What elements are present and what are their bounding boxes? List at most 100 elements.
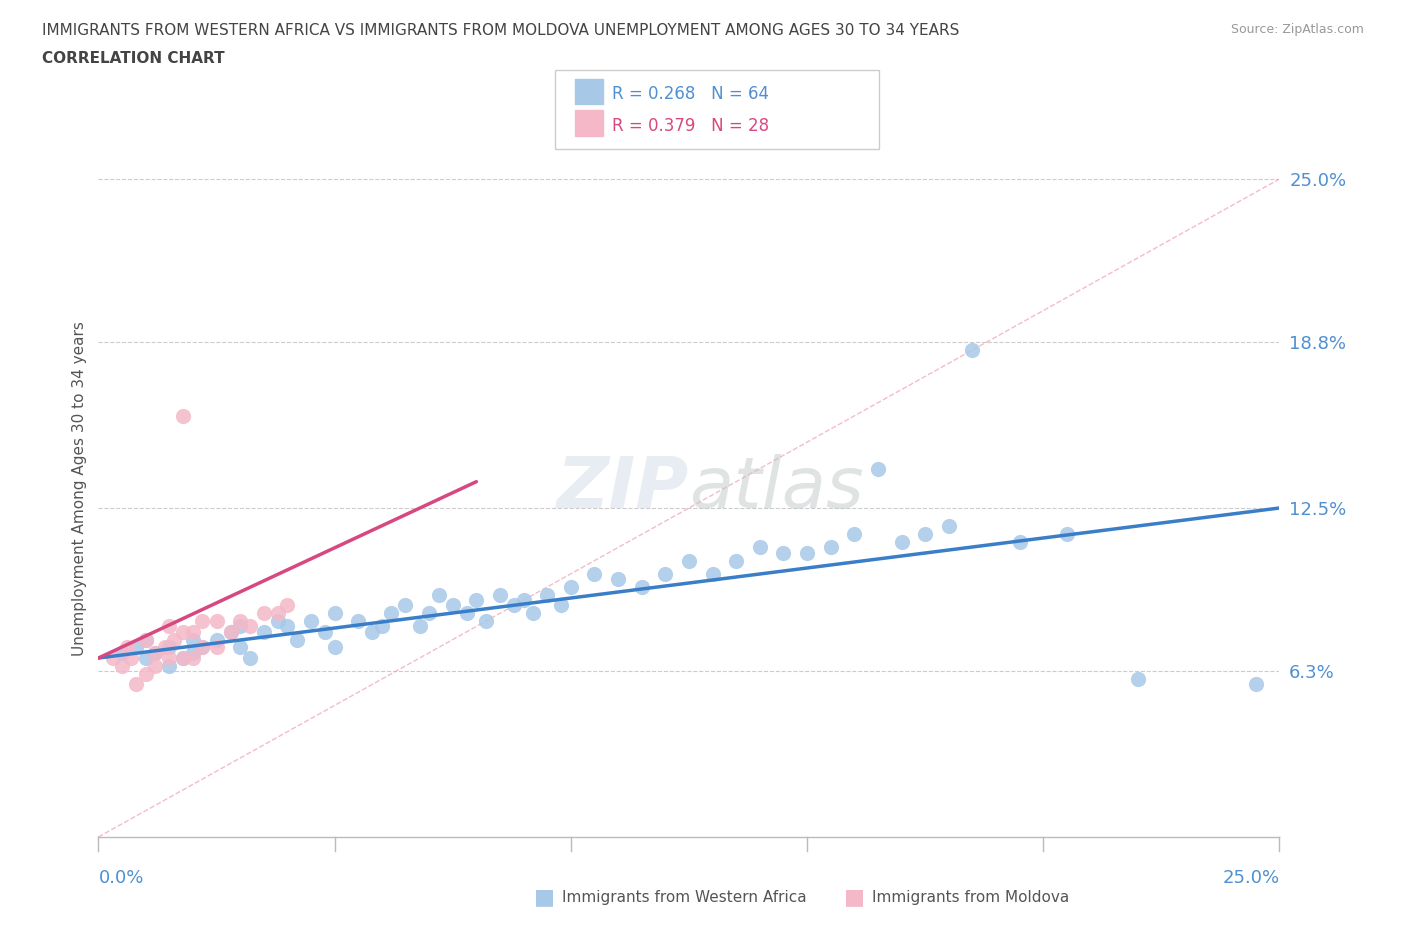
Point bbox=[181, 624, 204, 639]
Point bbox=[135, 651, 157, 666]
Text: Immigrants from Moldova: Immigrants from Moldova bbox=[872, 890, 1069, 905]
Text: R = 0.379   N = 28: R = 0.379 N = 28 bbox=[612, 116, 769, 135]
Point bbox=[844, 527, 866, 542]
Point bbox=[276, 598, 298, 613]
Text: 25.0%: 25.0% bbox=[1222, 869, 1279, 886]
Point bbox=[465, 592, 488, 607]
Point bbox=[536, 588, 558, 603]
Point bbox=[323, 605, 346, 620]
Point bbox=[239, 619, 262, 634]
Point bbox=[191, 640, 214, 655]
Point bbox=[143, 645, 166, 660]
Point bbox=[380, 605, 402, 620]
Point bbox=[285, 632, 308, 647]
Point bbox=[163, 632, 186, 647]
Point bbox=[441, 598, 464, 613]
Point bbox=[408, 619, 430, 634]
Point bbox=[181, 645, 204, 660]
Point bbox=[157, 651, 180, 666]
Point bbox=[172, 408, 194, 423]
Text: CORRELATION CHART: CORRELATION CHART bbox=[42, 51, 225, 66]
Point bbox=[172, 651, 194, 666]
Point bbox=[205, 614, 228, 629]
Point bbox=[914, 527, 936, 542]
Point bbox=[772, 545, 794, 560]
Point bbox=[361, 624, 384, 639]
Point bbox=[229, 640, 252, 655]
Point bbox=[157, 658, 180, 673]
Text: R = 0.268   N = 64: R = 0.268 N = 64 bbox=[612, 85, 769, 103]
Point bbox=[205, 640, 228, 655]
Point bbox=[1126, 671, 1149, 686]
Point bbox=[427, 588, 450, 603]
Point bbox=[347, 614, 370, 629]
Point bbox=[820, 540, 842, 555]
Point bbox=[456, 605, 478, 620]
Point bbox=[219, 624, 242, 639]
Point bbox=[111, 658, 134, 673]
Y-axis label: Unemployment Among Ages 30 to 34 years: Unemployment Among Ages 30 to 34 years bbox=[72, 321, 87, 656]
Point bbox=[191, 640, 214, 655]
Point bbox=[560, 579, 582, 594]
Point bbox=[229, 619, 252, 634]
Point bbox=[583, 566, 606, 581]
Text: Immigrants from Western Africa: Immigrants from Western Africa bbox=[562, 890, 807, 905]
Point bbox=[489, 588, 512, 603]
Point bbox=[748, 540, 770, 555]
Point bbox=[512, 592, 534, 607]
Point bbox=[607, 572, 630, 587]
Point bbox=[503, 598, 526, 613]
Point bbox=[938, 519, 960, 534]
Point bbox=[181, 651, 204, 666]
Point bbox=[314, 624, 336, 639]
Point bbox=[475, 614, 498, 629]
Point bbox=[219, 624, 242, 639]
Point bbox=[172, 651, 194, 666]
Point bbox=[135, 632, 157, 647]
Point bbox=[143, 658, 166, 673]
Point bbox=[550, 598, 572, 613]
Point bbox=[191, 614, 214, 629]
Point bbox=[253, 624, 276, 639]
Point bbox=[157, 619, 180, 634]
Point bbox=[276, 619, 298, 634]
Point bbox=[866, 461, 889, 476]
Text: ZIP: ZIP bbox=[557, 454, 689, 523]
Point bbox=[143, 645, 166, 660]
Point bbox=[135, 667, 157, 682]
Point bbox=[115, 640, 138, 655]
Point bbox=[1244, 677, 1267, 692]
Point bbox=[678, 553, 700, 568]
Point bbox=[725, 553, 748, 568]
Text: ■: ■ bbox=[534, 887, 555, 908]
Point bbox=[630, 579, 652, 594]
Point bbox=[239, 651, 262, 666]
Point bbox=[371, 619, 394, 634]
Point bbox=[111, 645, 134, 660]
Point bbox=[172, 624, 194, 639]
Point bbox=[1008, 535, 1031, 550]
Point bbox=[135, 632, 157, 647]
Point bbox=[323, 640, 346, 655]
Text: IMMIGRANTS FROM WESTERN AFRICA VS IMMIGRANTS FROM MOLDOVA UNEMPLOYMENT AMONG AGE: IMMIGRANTS FROM WESTERN AFRICA VS IMMIGR… bbox=[42, 23, 959, 38]
Point bbox=[796, 545, 818, 560]
Point bbox=[121, 651, 143, 666]
Point bbox=[890, 535, 912, 550]
Text: Source: ZipAtlas.com: Source: ZipAtlas.com bbox=[1230, 23, 1364, 36]
Point bbox=[267, 614, 290, 629]
Point bbox=[267, 605, 290, 620]
Point bbox=[418, 605, 440, 620]
Point bbox=[101, 651, 124, 666]
Text: 0.0%: 0.0% bbox=[98, 869, 143, 886]
Point bbox=[181, 632, 204, 647]
Point bbox=[962, 342, 984, 357]
Point bbox=[157, 640, 180, 655]
Point bbox=[153, 640, 176, 655]
Point bbox=[125, 640, 148, 655]
Text: atlas: atlas bbox=[689, 454, 863, 523]
Point bbox=[205, 632, 228, 647]
Point bbox=[299, 614, 322, 629]
Point bbox=[654, 566, 676, 581]
Point bbox=[125, 677, 148, 692]
Point bbox=[1056, 527, 1078, 542]
